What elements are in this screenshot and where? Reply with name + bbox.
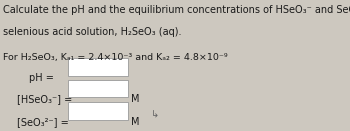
FancyBboxPatch shape (68, 102, 128, 120)
Text: pH =: pH = (29, 73, 54, 83)
Text: M: M (131, 117, 140, 127)
Text: selenious acid solution, H₂SeO₃ (aq).: selenious acid solution, H₂SeO₃ (aq). (2, 27, 181, 37)
Text: ↳: ↳ (151, 110, 159, 120)
FancyBboxPatch shape (68, 58, 128, 76)
Text: [HSeO₃⁻] =: [HSeO₃⁻] = (17, 94, 72, 104)
Text: [SeO₃²⁻] =: [SeO₃²⁻] = (17, 117, 69, 127)
Text: For H₂SeO₃, Kₐ₁ = 2.4×10⁻³ and Kₐ₂ = 4.8×10⁻⁹: For H₂SeO₃, Kₐ₁ = 2.4×10⁻³ and Kₐ₂ = 4.8… (2, 53, 227, 62)
FancyBboxPatch shape (68, 80, 128, 97)
Text: Calculate the pH and the equilibrium concentrations of HSeO₃⁻ and SeO₃²⁻ in a 0.: Calculate the pH and the equilibrium con… (2, 5, 350, 15)
Text: M: M (131, 94, 140, 104)
